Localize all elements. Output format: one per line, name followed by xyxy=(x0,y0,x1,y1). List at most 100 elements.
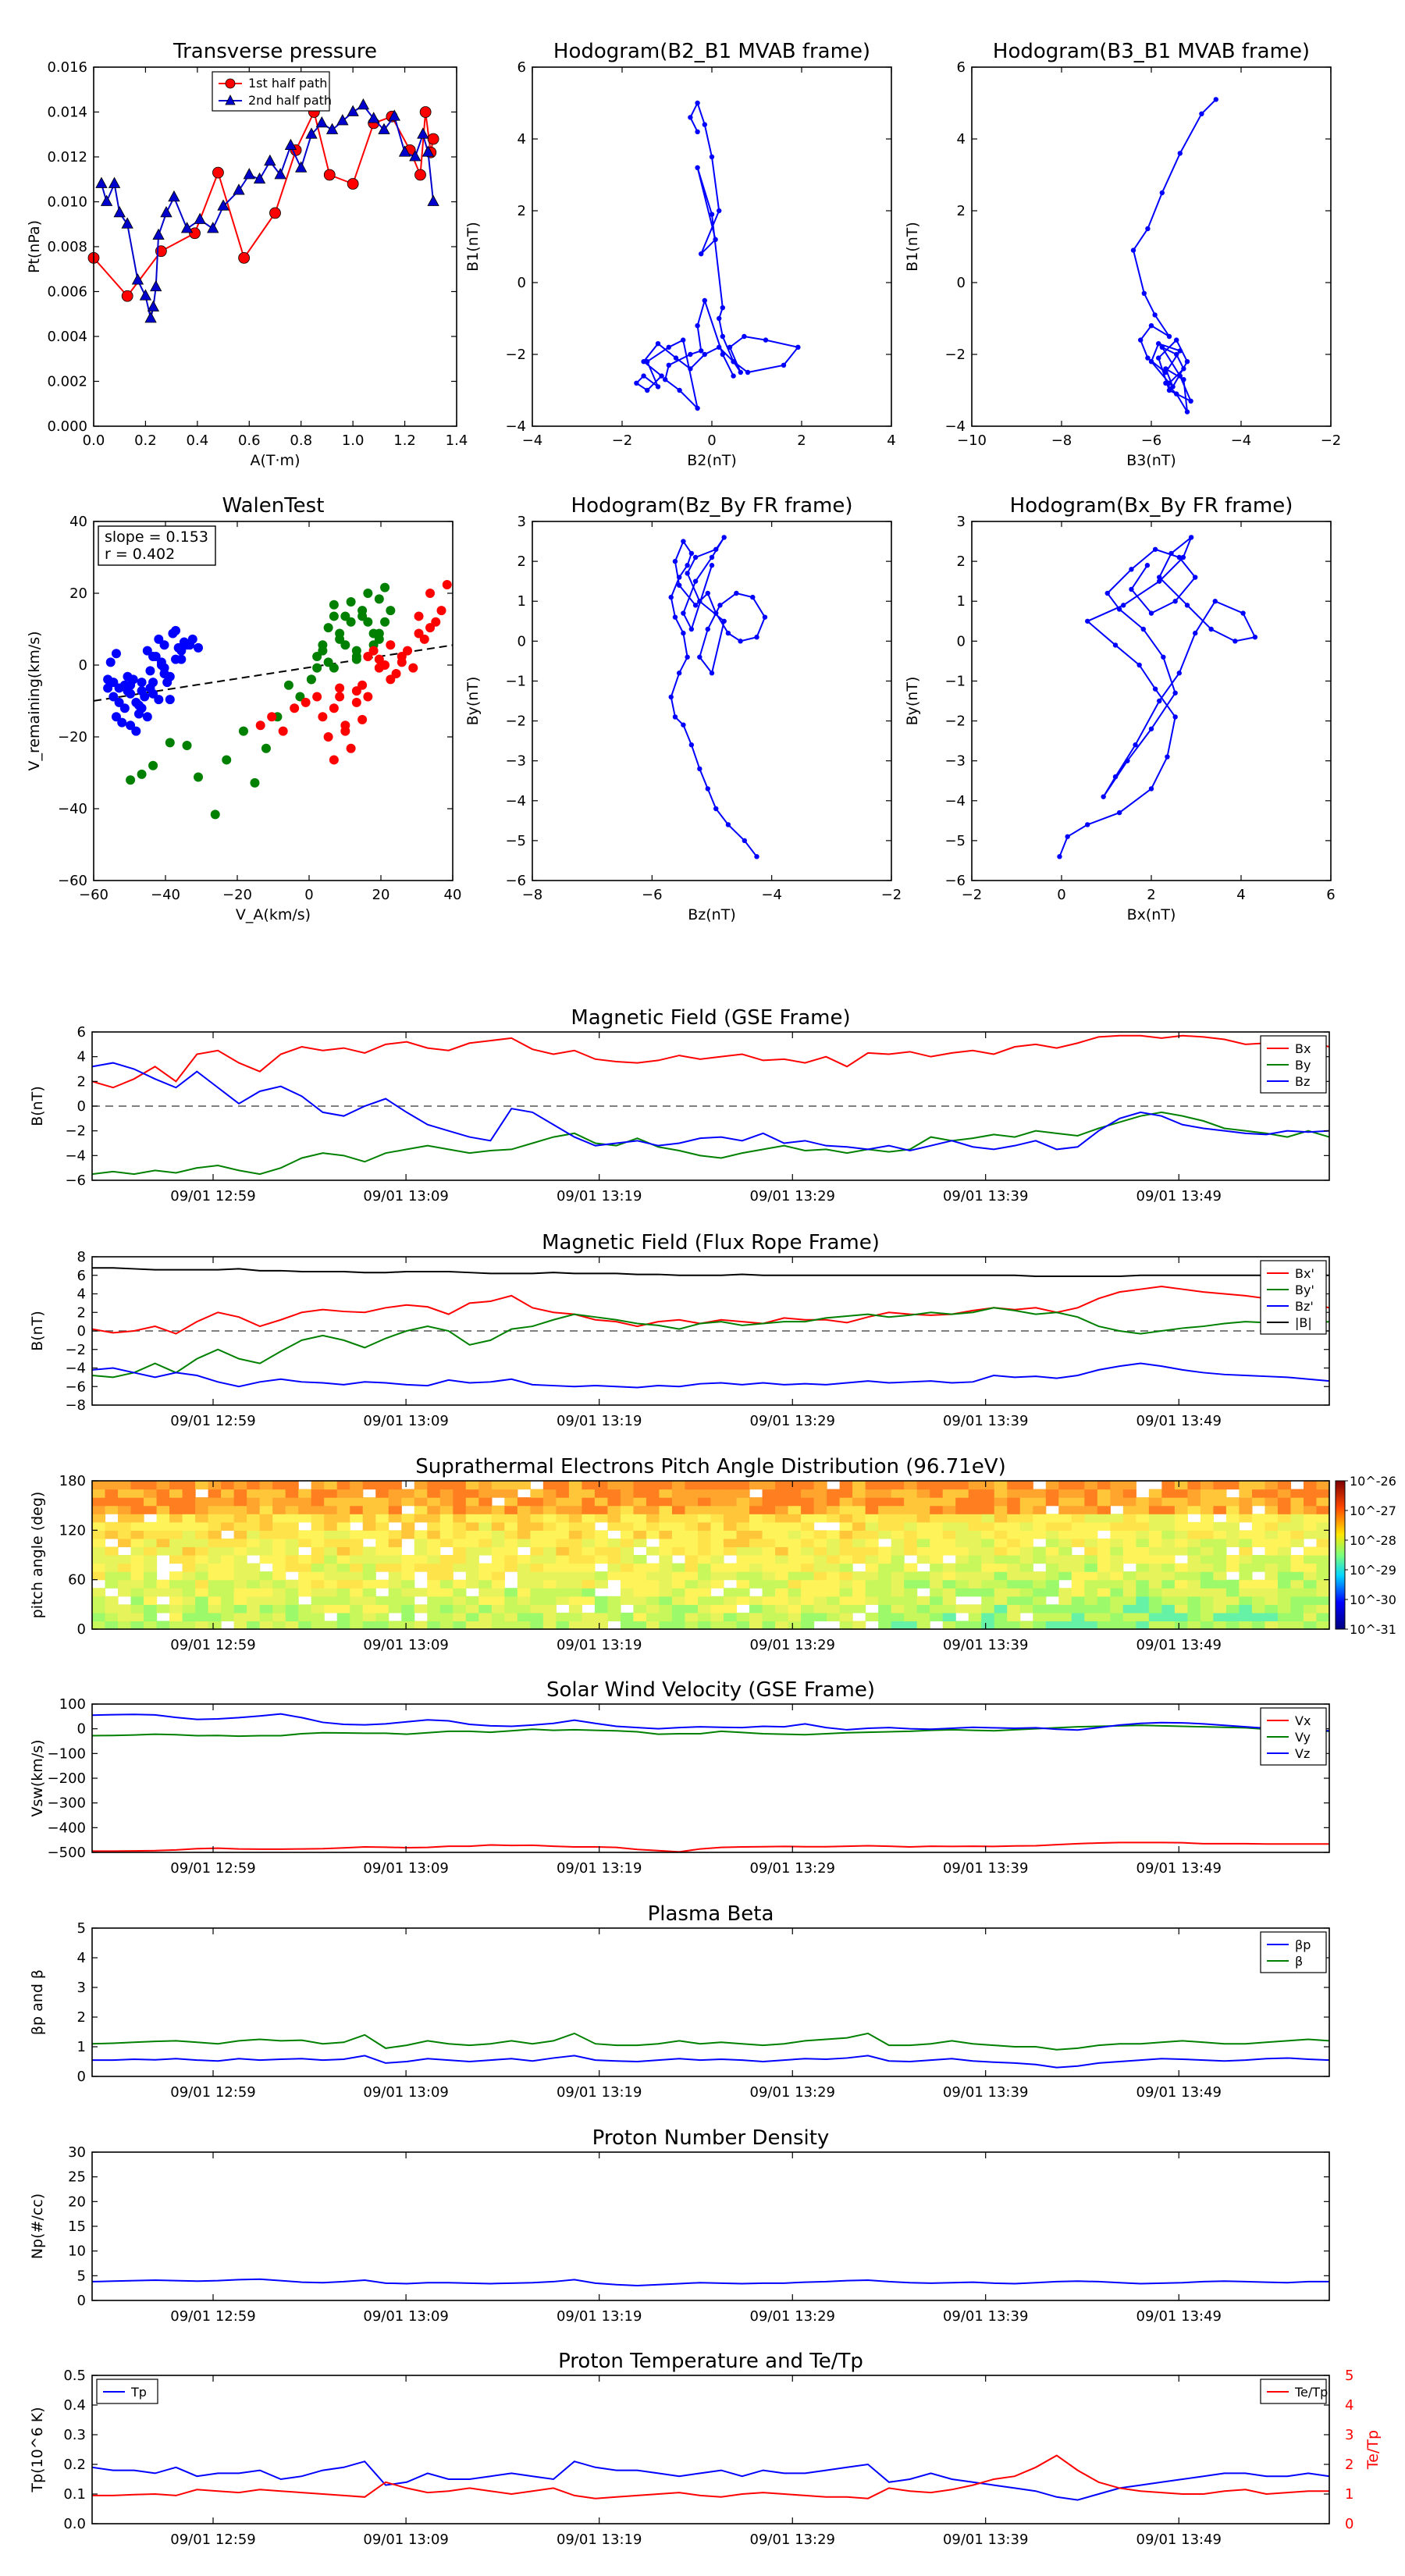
heatmap-cell xyxy=(878,1497,892,1507)
heatmap-cell xyxy=(1277,1588,1292,1597)
heatmap-cell xyxy=(195,1571,209,1581)
data-point xyxy=(264,154,276,166)
time-tick-label: 09/01 12:59 xyxy=(170,2532,255,2548)
heatmap-cell xyxy=(130,1596,144,1605)
heatmap-cell xyxy=(1148,1530,1162,1539)
y-tick-label: 4 xyxy=(518,131,526,148)
heatmap-cell xyxy=(144,1612,158,1622)
heatmap-cell xyxy=(1239,1563,1253,1572)
heatmap-cell xyxy=(324,1497,338,1507)
data-point xyxy=(329,611,339,621)
heatmap-cell xyxy=(517,1521,531,1531)
heatmap-cell xyxy=(1187,1521,1201,1531)
heatmap-cell xyxy=(182,1514,196,1523)
data-point xyxy=(697,766,702,772)
heatmap-cell xyxy=(1084,1546,1098,1556)
y-tick-label: −100 xyxy=(48,1745,86,1762)
heatmap-cell xyxy=(453,1538,467,1548)
heatmap-cell xyxy=(710,1505,724,1514)
heatmap-cell xyxy=(1251,1604,1266,1614)
colorbar-tick-label: 10^-30 xyxy=(1350,1592,1396,1607)
data-point xyxy=(363,589,373,598)
heatmap-cell xyxy=(1161,1555,1176,1564)
heatmap-cell xyxy=(1084,1530,1098,1539)
y-tick-label: −1 xyxy=(944,673,966,689)
heatmap-cell xyxy=(981,1612,995,1622)
heatmap-cell xyxy=(233,1612,247,1622)
legend-label: Vx xyxy=(1295,1713,1311,1728)
data-point xyxy=(681,630,686,636)
heatmap-cell xyxy=(1122,1538,1136,1548)
heatmap-cell xyxy=(633,1596,647,1605)
heatmap-cell xyxy=(1303,1546,1318,1556)
heatmap-cell xyxy=(1277,1612,1292,1622)
heatmap-cell xyxy=(775,1521,789,1531)
data-point xyxy=(171,625,181,635)
x-tick-label: −6 xyxy=(1141,432,1162,449)
heatmap-cell xyxy=(1019,1588,1033,1597)
heatmap-cell xyxy=(724,1514,738,1523)
heatmap-cell xyxy=(685,1489,699,1498)
heatmap-cell xyxy=(105,1546,119,1556)
series-line-By xyxy=(91,1111,1330,1176)
heatmap-cell xyxy=(852,1604,866,1614)
heatmap-cell xyxy=(542,1571,557,1581)
heatmap-cell xyxy=(195,1505,209,1514)
heatmap-cell xyxy=(298,1530,312,1539)
heatmap-cell xyxy=(465,1538,479,1548)
heatmap-cell xyxy=(916,1514,930,1523)
heatmap-cell xyxy=(749,1579,763,1589)
heatmap-cell xyxy=(1033,1612,1047,1622)
heatmap-cell xyxy=(646,1563,660,1572)
heatmap-cell xyxy=(839,1481,853,1490)
heatmap-cell xyxy=(311,1579,325,1589)
heatmap-cell xyxy=(710,1555,724,1564)
heatmap-cell xyxy=(362,1546,376,1556)
heatmap-cell xyxy=(1264,1588,1279,1597)
heatmap-cell xyxy=(439,1571,454,1581)
y-tick-label: 2 xyxy=(957,203,966,219)
heatmap-cell xyxy=(646,1588,660,1597)
heatmap-cell xyxy=(582,1489,596,1498)
heatmap-cell xyxy=(839,1596,853,1605)
data-point xyxy=(427,194,439,206)
heatmap-cell xyxy=(1007,1563,1021,1572)
heatmap-cell xyxy=(1033,1571,1047,1581)
data-point xyxy=(685,654,690,660)
heatmap-cell xyxy=(749,1538,763,1548)
heatmap-cell xyxy=(891,1555,905,1564)
heatmap-cell xyxy=(904,1538,918,1548)
heatmap-cell xyxy=(517,1604,531,1614)
heatmap-cell xyxy=(1084,1621,1098,1630)
heatmap-cell xyxy=(504,1505,518,1514)
data-point xyxy=(108,678,119,688)
heatmap-cell xyxy=(801,1497,815,1507)
heatmap-cell xyxy=(362,1530,376,1539)
heatmap-cell xyxy=(517,1497,531,1507)
data-point xyxy=(1240,610,1246,616)
plot-area xyxy=(92,2375,1329,2524)
heatmap-cell xyxy=(311,1555,325,1564)
heatmap-cell xyxy=(221,1612,235,1622)
heatmap-cell xyxy=(1071,1538,1085,1548)
heatmap-cell xyxy=(981,1530,995,1539)
heatmap-cell xyxy=(916,1604,930,1614)
data-point xyxy=(113,206,126,218)
heatmap-cell xyxy=(156,1505,170,1514)
heatmap-cell xyxy=(530,1571,544,1581)
data-point xyxy=(1177,348,1183,354)
data-point xyxy=(111,649,121,659)
heatmap-cell xyxy=(144,1579,158,1589)
heatmap-cell xyxy=(208,1481,222,1490)
heatmap-cell xyxy=(144,1538,158,1548)
heatmap-cell xyxy=(1264,1563,1279,1572)
y-tick-label: 0.014 xyxy=(47,105,87,121)
data-point xyxy=(139,289,152,301)
heatmap-cell xyxy=(1264,1521,1279,1531)
heatmap-cell xyxy=(401,1497,415,1507)
data-point xyxy=(419,634,429,644)
heatmap-cell xyxy=(1316,1596,1330,1605)
data-point xyxy=(380,582,390,592)
heatmap-cell xyxy=(208,1588,222,1597)
heatmap-cell xyxy=(955,1563,969,1572)
